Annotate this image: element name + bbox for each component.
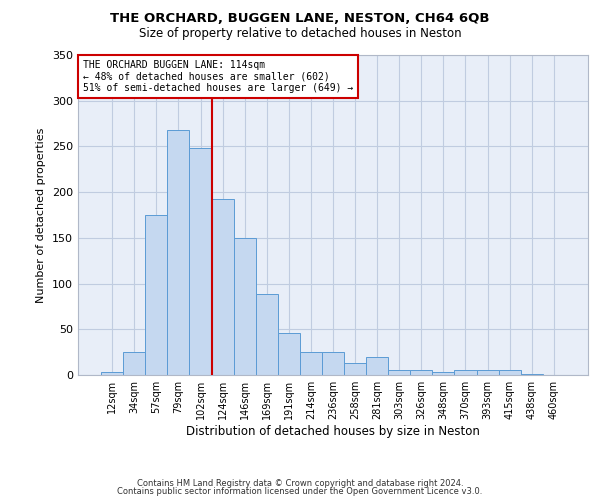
Bar	[476, 370, 499, 375]
Text: Contains HM Land Registry data © Crown copyright and database right 2024.: Contains HM Land Registry data © Crown c…	[137, 478, 463, 488]
X-axis label: Distribution of detached houses by size in Neston: Distribution of detached houses by size …	[186, 425, 480, 438]
Bar	[212, 198, 233, 375]
Bar	[410, 370, 433, 375]
Bar	[322, 352, 344, 375]
Text: Contains public sector information licensed under the Open Government Licence v3: Contains public sector information licen…	[118, 487, 482, 496]
Bar	[366, 356, 388, 375]
Bar	[101, 372, 123, 375]
Bar	[344, 363, 366, 375]
Bar	[123, 352, 145, 375]
Y-axis label: Number of detached properties: Number of detached properties	[37, 128, 46, 302]
Bar	[454, 370, 476, 375]
Text: Size of property relative to detached houses in Neston: Size of property relative to detached ho…	[139, 28, 461, 40]
Text: THE ORCHARD BUGGEN LANE: 114sqm
← 48% of detached houses are smaller (602)
51% o: THE ORCHARD BUGGEN LANE: 114sqm ← 48% of…	[83, 60, 353, 93]
Text: THE ORCHARD, BUGGEN LANE, NESTON, CH64 6QB: THE ORCHARD, BUGGEN LANE, NESTON, CH64 6…	[110, 12, 490, 26]
Bar	[521, 374, 543, 375]
Bar	[278, 333, 300, 375]
Bar	[145, 215, 167, 375]
Bar	[433, 372, 454, 375]
Bar	[300, 352, 322, 375]
Bar	[190, 148, 212, 375]
Bar	[233, 238, 256, 375]
Bar	[499, 370, 521, 375]
Bar	[388, 370, 410, 375]
Bar	[167, 130, 190, 375]
Bar	[256, 294, 278, 375]
